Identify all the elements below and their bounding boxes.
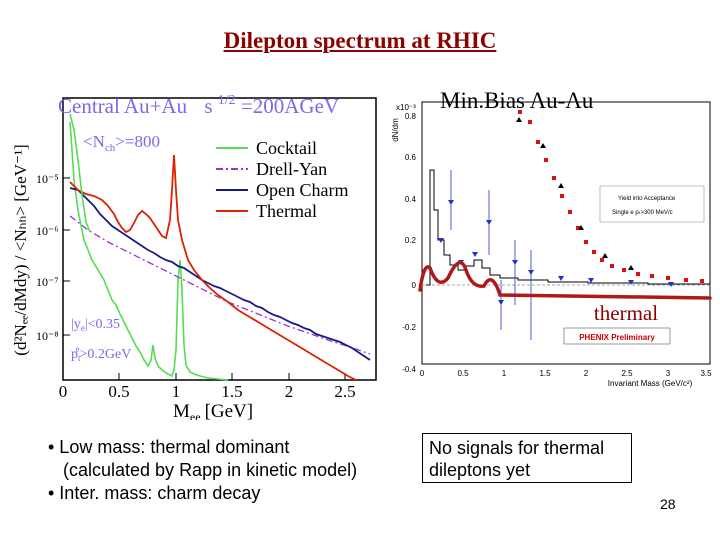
xtick: 0 xyxy=(59,382,68,401)
ytick: 0.6 xyxy=(405,153,417,162)
left-y-ticks: 10⁻⁵ 10⁻⁶ 10⁻⁷ 10⁻⁸ xyxy=(36,172,59,343)
xtick: 1 xyxy=(502,369,507,378)
xtick: 1 xyxy=(172,382,181,401)
thermal-sketch-curve xyxy=(418,260,712,300)
left-dilepton-plot: (d²Nₑₑ/dMdy) / <Nₕₕ> [GeV⁻¹] Central Au+… xyxy=(11,90,377,420)
right-x-axis-label: Invariant Mass (GeV/c²) xyxy=(608,379,693,388)
bullet-1: • Low mass: thermal dominant xyxy=(48,437,290,457)
cut-rapidity: |ye|<0.35 xyxy=(71,317,120,333)
legend-open-charm: Open Charm xyxy=(256,180,348,200)
xtick: 2.5 xyxy=(621,369,633,378)
left-x-ticks: 0 0.5 1 1.5 2 2.5 xyxy=(59,382,356,401)
yield-text-1: Yield into Acceptance xyxy=(618,196,676,202)
min-bias-label: Min.Bias Au-Au xyxy=(440,88,594,113)
no-signal-note: No signals for thermal dileptons yet xyxy=(422,433,632,483)
left-y-axis-label: (d²Nₑₑ/dMdy) / <Nₕₕ> [GeV⁻¹] xyxy=(11,144,30,355)
drell-yan-curve xyxy=(69,215,371,355)
xtick: 3 xyxy=(666,369,671,378)
xtick: 1.5 xyxy=(539,369,551,378)
cocktail-peak-curve xyxy=(69,113,91,233)
yield-text-2: Single e pₜ>300 MeV/c xyxy=(612,210,673,216)
ytick: 0.4 xyxy=(405,195,417,204)
ytick: 0 xyxy=(412,281,417,290)
kinematic-cuts: |ye|<0.35 pte>0.2GeV xyxy=(71,317,131,363)
ytick: 10⁻⁸ xyxy=(36,329,59,343)
thermal-curve xyxy=(69,154,357,381)
bullet-1-cont: (calculated by Rapp in kinetic model) xyxy=(48,460,358,480)
right-y-axis-label: dN/dm xyxy=(391,118,400,142)
yield-box xyxy=(599,185,705,223)
xtick: 0.5 xyxy=(457,369,469,378)
cut-pt: pte>0.2GeV xyxy=(71,344,131,363)
right-y-ticks: 0.8 0.6 0.4 0.2 0 -0.2 -0.4 xyxy=(402,112,416,374)
left-x-axis-label: Mee [GeV] xyxy=(173,401,253,420)
bullet-list: • Low mass: thermal dominant (calculated… xyxy=(48,436,357,505)
xtick: 1.5 xyxy=(221,382,242,401)
page-number: 28 xyxy=(660,496,676,512)
legend-thermal: Thermal xyxy=(256,201,317,221)
ytick: -0.2 xyxy=(402,323,416,332)
y-scale: x10⁻³ xyxy=(396,103,416,112)
bullet-2: • Inter. mass: charm decay xyxy=(48,483,261,503)
ytick: 0.8 xyxy=(405,112,417,121)
xtick: 0.5 xyxy=(108,382,129,401)
xtick: 2 xyxy=(584,369,589,378)
phenix-preliminary-label: PHENIX Preliminary xyxy=(579,333,655,342)
xtick: 2.5 xyxy=(334,382,355,401)
open-charm-curve xyxy=(69,187,371,361)
right-x-ticks: 0 0.5 1 1.5 2 2.5 3 3.5 xyxy=(420,369,712,378)
ytick: -0.4 xyxy=(402,365,416,374)
left-plot-title: Central Au+Au s 1/2 =200AGeV xyxy=(58,90,339,118)
preliminary-box xyxy=(563,327,671,345)
right-phenix-plot: x10⁻³ dN/dm 0.8 0.6 0.4 0.2 0 -0.2 -0.4 … xyxy=(391,101,712,388)
red-data-points xyxy=(518,110,704,283)
left-plot-frame xyxy=(62,97,377,381)
slide-title: Dilepton spectrum at RHIC xyxy=(223,28,497,53)
xtick: 3.5 xyxy=(700,369,712,378)
xtick: 0 xyxy=(420,369,425,378)
legend-cocktail: Cocktail xyxy=(256,138,317,158)
ytick: 10⁻⁵ xyxy=(36,172,59,186)
nch-label: <Nch>=800 xyxy=(83,132,160,154)
black-data-points xyxy=(516,117,634,270)
ytick: 0.2 xyxy=(405,236,417,245)
xtick: 2 xyxy=(285,382,294,401)
data-histogram xyxy=(426,169,710,286)
thermal-label: thermal xyxy=(594,301,658,325)
ytick: 10⁻⁶ xyxy=(36,224,59,238)
cocktail-curve xyxy=(69,121,229,381)
ytick: 10⁻⁷ xyxy=(36,275,59,289)
legend-drell-yan: Drell-Yan xyxy=(256,159,327,179)
left-legend: Cocktail Drell-Yan Open Charm Thermal xyxy=(216,138,348,221)
